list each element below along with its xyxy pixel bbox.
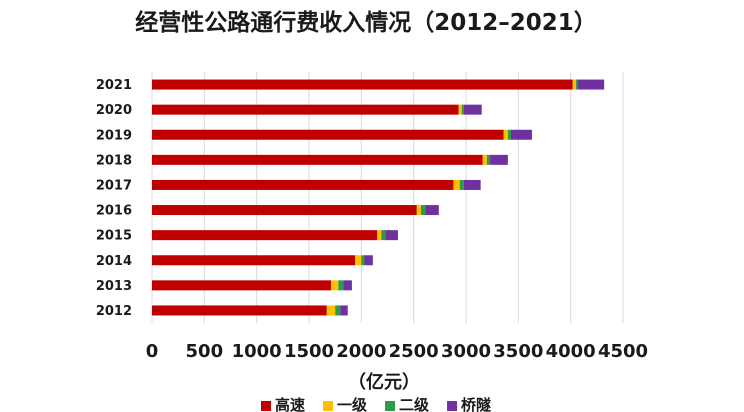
- x-tick-label: 4500: [598, 341, 648, 362]
- category-label: 2021: [96, 78, 132, 93]
- bar-segment: [577, 79, 605, 90]
- bar-segment: [343, 280, 352, 291]
- bar-segment: [152, 255, 356, 266]
- x-tick-label: 0: [146, 341, 159, 362]
- category-label: 2017: [96, 178, 132, 193]
- bar-stacks: [152, 79, 605, 316]
- bar-segment: [425, 205, 439, 216]
- x-tick-labels: 0 500 1000 1500 2000 2500 3000 3500 4000 4500: [146, 341, 648, 362]
- legend-label: 高速: [275, 396, 305, 412]
- category-label: 2019: [96, 128, 132, 143]
- bar-segment: [152, 129, 504, 140]
- category-label: 2018: [96, 153, 132, 168]
- bar-segment: [572, 79, 576, 90]
- category-label: 2013: [96, 279, 132, 294]
- bar-segment: [503, 129, 508, 140]
- legend-label: 一级: [337, 396, 368, 412]
- bar-segment: [453, 179, 460, 190]
- x-tick-label: 1500: [284, 341, 334, 362]
- bar-segment: [482, 154, 487, 165]
- category-label: 2020: [96, 103, 132, 118]
- bar-segment: [461, 104, 464, 115]
- bar-segment: [459, 179, 464, 190]
- bar-segment: [463, 104, 482, 115]
- bar-segment: [326, 305, 336, 316]
- bar-segment: [340, 305, 348, 316]
- x-tick-label: 2000: [336, 341, 386, 362]
- bar-segment: [152, 154, 483, 165]
- bar-segment: [377, 230, 382, 241]
- x-tick-label: 3000: [441, 341, 491, 362]
- bar-segment: [507, 129, 512, 140]
- bar-segment: [338, 280, 344, 291]
- category-label: 2016: [96, 204, 132, 219]
- legend: 高速 一级 二级 桥隧: [261, 396, 491, 412]
- x-tick-label: 3500: [493, 341, 543, 362]
- legend-swatch: [261, 401, 271, 411]
- x-tick-label: 1000: [232, 341, 282, 362]
- bar-segment: [152, 280, 331, 291]
- bar-segment: [385, 230, 398, 241]
- legend-label: 桥隧: [461, 396, 491, 412]
- x-tick-label: 2500: [389, 341, 439, 362]
- legend-label: 二级: [399, 396, 430, 412]
- bar-segment: [463, 179, 481, 190]
- x-axis-unit-label: （亿元）: [348, 371, 420, 393]
- bar-segment: [575, 79, 578, 90]
- legend-swatch: [323, 401, 334, 411]
- legend-swatch: [385, 401, 396, 411]
- bar-segment: [381, 230, 386, 241]
- category-label: 2012: [96, 304, 132, 319]
- bar-segment: [152, 104, 459, 115]
- legend-swatch: [447, 401, 458, 411]
- chart-title: 经营性公路通行费收入情况（2012–2021）: [135, 9, 597, 36]
- bar-segment: [330, 280, 339, 291]
- category-label: 2014: [96, 254, 132, 269]
- bar-segment: [490, 154, 508, 165]
- bar-segment: [486, 154, 491, 165]
- bar-segment: [458, 104, 462, 115]
- bar-segment: [416, 205, 421, 216]
- bar-segment: [511, 129, 532, 140]
- bar-segment: [420, 205, 426, 216]
- bar-segment: [355, 255, 362, 266]
- bar-segment: [152, 179, 454, 190]
- x-tick-label: 4000: [546, 341, 596, 362]
- category-label: 2015: [96, 229, 132, 244]
- bar-segment: [152, 79, 573, 90]
- bar-segment: [364, 255, 373, 266]
- bar-segment: [361, 255, 365, 266]
- bar-segment: [152, 230, 378, 241]
- bar-segment: [152, 205, 417, 216]
- bar-segment: [335, 305, 341, 316]
- category-labels: 2021 2020 2019 2018 2017 2016 2015 2014 2013 2012: [96, 78, 132, 319]
- bar-segment: [152, 305, 327, 316]
- x-tick-label: 500: [186, 341, 224, 362]
